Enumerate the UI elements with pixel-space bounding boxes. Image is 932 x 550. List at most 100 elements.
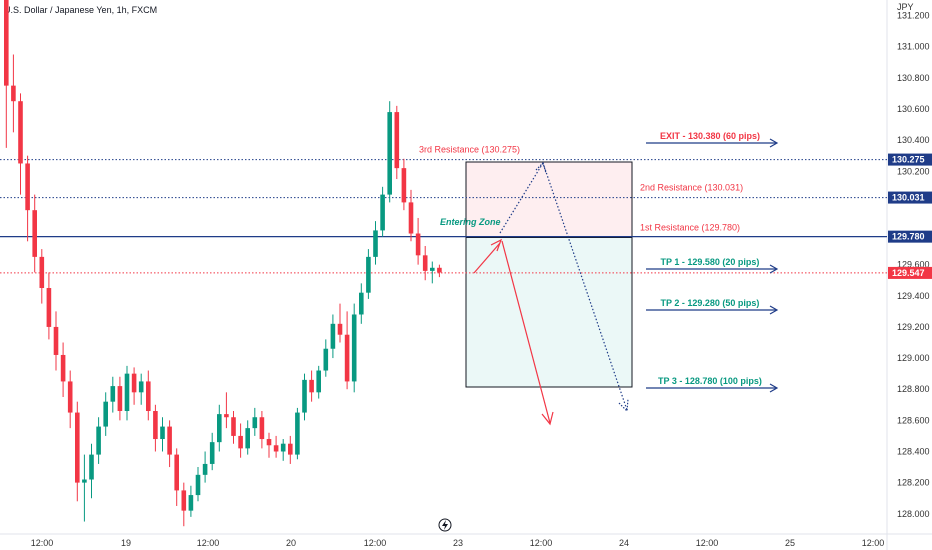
price-badge bbox=[888, 266, 932, 279]
candle-body bbox=[11, 85, 16, 102]
price-badge bbox=[888, 230, 932, 243]
time-tick-label: 19 bbox=[121, 538, 131, 548]
candle-body bbox=[351, 314, 357, 382]
candle-body bbox=[295, 412, 300, 455]
target-label: TP 1 - 129.580 (20 pips) bbox=[661, 257, 760, 267]
candle-body bbox=[323, 348, 329, 371]
candle-body bbox=[302, 379, 307, 413]
candle-body bbox=[146, 381, 151, 412]
price-tick-label: 131.000 bbox=[897, 42, 930, 52]
target-arrowhead bbox=[769, 264, 779, 274]
price-levels: 130.275 3rd Resistance (130.275) 130.031 2n… bbox=[0, 145, 932, 279]
candle-body bbox=[380, 194, 385, 231]
candle-body bbox=[415, 233, 421, 256]
replay-icon[interactable] bbox=[438, 518, 452, 532]
resistance-label: 2nd Resistance (130.031) bbox=[640, 183, 743, 193]
candle-body bbox=[422, 255, 428, 271]
price-tick-label: 130.200 bbox=[897, 166, 930, 176]
candle-body bbox=[82, 479, 87, 483]
price-badge-label: 130.275 bbox=[892, 155, 925, 165]
candle-body bbox=[316, 370, 321, 393]
candle-body bbox=[408, 202, 414, 234]
candle-body bbox=[188, 495, 194, 511]
candle-body bbox=[103, 401, 108, 427]
candle-body bbox=[96, 426, 101, 455]
candle-body bbox=[337, 323, 343, 335]
time-tick-label: 25 bbox=[785, 538, 795, 548]
red-entry-arrowhead bbox=[490, 238, 503, 252]
entering-zone-label: Entering Zone bbox=[440, 217, 501, 227]
red-entry-path bbox=[473, 242, 501, 274]
candle-body bbox=[259, 417, 265, 440]
price-tick-label: 129.200 bbox=[897, 322, 930, 332]
candle-body bbox=[231, 417, 236, 436]
candle-body bbox=[138, 381, 144, 393]
candle-body bbox=[217, 414, 222, 443]
candle-body bbox=[18, 101, 23, 164]
time-tick-label: 24 bbox=[619, 538, 629, 548]
chart-title: U.S. Dollar / Japanese Yen, 1h, FXCM bbox=[4, 5, 157, 15]
candle-body bbox=[430, 267, 435, 271]
candle-body bbox=[238, 435, 243, 449]
resistance-zone bbox=[466, 162, 632, 237]
zone-border bbox=[465, 161, 633, 388]
time-tick-label: 12:00 bbox=[862, 538, 885, 548]
candle-body bbox=[181, 490, 187, 511]
price-badge-label: 130.031 bbox=[892, 193, 925, 203]
price-tick-label: 131.200 bbox=[897, 11, 930, 21]
target-label: TP 3 - 128.780 (100 pips) bbox=[658, 376, 762, 386]
price-tick-label: 128.200 bbox=[897, 478, 930, 488]
price-tick-label: 128.400 bbox=[897, 446, 930, 456]
projection-paths bbox=[473, 161, 629, 426]
candle-body bbox=[4, 0, 9, 86]
target-arrowhead bbox=[769, 305, 779, 315]
candle-body bbox=[46, 288, 52, 327]
time-axis: 12:00 19 12:00 20 12:00 23 12:00 24 12:00 25 12:00 bbox=[31, 538, 885, 548]
profit-zone bbox=[466, 237, 632, 387]
price-badge-label: 129.547 bbox=[892, 268, 925, 278]
candle-body bbox=[209, 442, 215, 464]
candle-body bbox=[32, 210, 37, 257]
price-badge bbox=[888, 191, 932, 204]
currency-label: JPY bbox=[897, 2, 914, 12]
candle-body bbox=[224, 414, 229, 418]
price-tick-label: 129.400 bbox=[897, 291, 930, 301]
candle-body bbox=[39, 256, 45, 289]
candle-body bbox=[309, 379, 314, 393]
candle-body bbox=[280, 443, 286, 452]
target-annotations: EXIT - 130.380 (60 pips) TP 1 - 129.580 (… bbox=[646, 131, 779, 393]
candle-body bbox=[245, 428, 250, 449]
candle-body bbox=[359, 292, 364, 315]
time-tick-label: 20 bbox=[286, 538, 296, 548]
candle-body bbox=[330, 323, 336, 349]
candle-body bbox=[124, 373, 130, 412]
candle-body bbox=[401, 168, 407, 203]
price-tick-label: 128.600 bbox=[897, 415, 930, 425]
candle-body bbox=[252, 417, 258, 429]
red-down-arrowhead bbox=[541, 411, 554, 426]
price-tick-label: 129.600 bbox=[897, 260, 930, 270]
candle-body bbox=[373, 230, 378, 257]
target-label: EXIT - 130.380 (60 pips) bbox=[660, 131, 760, 141]
candle-body bbox=[437, 267, 442, 273]
candle-body bbox=[288, 443, 293, 455]
candle-body bbox=[60, 354, 66, 382]
candle-body bbox=[160, 426, 165, 440]
candle-body bbox=[75, 412, 80, 483]
time-tick-label: 23 bbox=[453, 538, 463, 548]
time-tick-label: 12:00 bbox=[364, 538, 387, 548]
target-arrowhead bbox=[769, 383, 779, 393]
candle-body bbox=[195, 474, 201, 496]
candle-body bbox=[394, 112, 400, 169]
price-tick-label: 128.000 bbox=[897, 509, 930, 519]
candle-body bbox=[25, 163, 30, 211]
price-tick-label: 130.800 bbox=[897, 73, 930, 83]
candle-body bbox=[202, 463, 208, 475]
target-box bbox=[465, 161, 633, 388]
resistance-label: 3rd Resistance (130.275) bbox=[419, 145, 520, 155]
price-tick-label: 129.000 bbox=[897, 353, 930, 363]
price-tick-label: 130.400 bbox=[897, 135, 930, 145]
price-tick-label: 130.600 bbox=[897, 104, 930, 114]
